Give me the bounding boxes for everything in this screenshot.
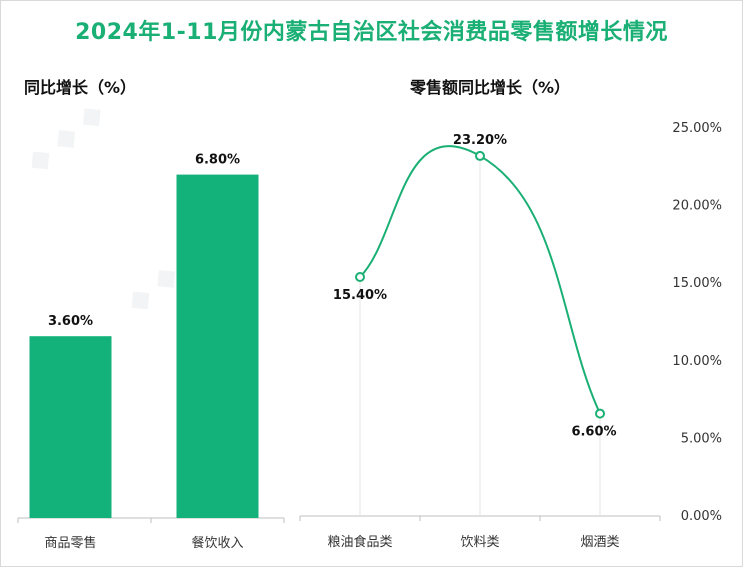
data-point xyxy=(475,150,485,161)
chart-title: 2024年1-11月份内蒙古自治区社会消费品零售额增长情况 xyxy=(75,20,668,45)
bar-value-label: 6.80% xyxy=(195,153,240,168)
bar-1 xyxy=(29,336,112,518)
point-value-label: 15.40% xyxy=(333,288,387,303)
line-chart-title: 零售额同比增长（%） xyxy=(410,78,571,97)
data-point xyxy=(355,271,365,282)
x-tick-label: 烟酒类 xyxy=(580,535,619,550)
point-value-label: 6.60% xyxy=(571,425,616,440)
data-point xyxy=(595,408,605,419)
bar-2 xyxy=(176,174,259,518)
y-tick-label: 20.00% xyxy=(672,199,722,214)
y-tick-label: 25.00% xyxy=(672,121,722,136)
x-tick-label: 饮料类 xyxy=(460,535,499,550)
bar-chart-title: 同比增长（%） xyxy=(24,78,137,97)
y-tick-label: 5.00% xyxy=(681,431,722,446)
y-tick-label: 15.00% xyxy=(672,276,722,291)
y-tick-label: 0.00% xyxy=(681,509,722,524)
x-tick-label: 粮油食品类 xyxy=(327,534,392,550)
y-tick-label: 10.00% xyxy=(672,354,722,369)
x-tick-label: 餐饮收入 xyxy=(191,535,243,551)
x-tick-label: 商品零售 xyxy=(44,535,96,551)
bar-value-label: 3.60% xyxy=(48,314,93,329)
point-value-label: 23.20% xyxy=(453,133,507,148)
